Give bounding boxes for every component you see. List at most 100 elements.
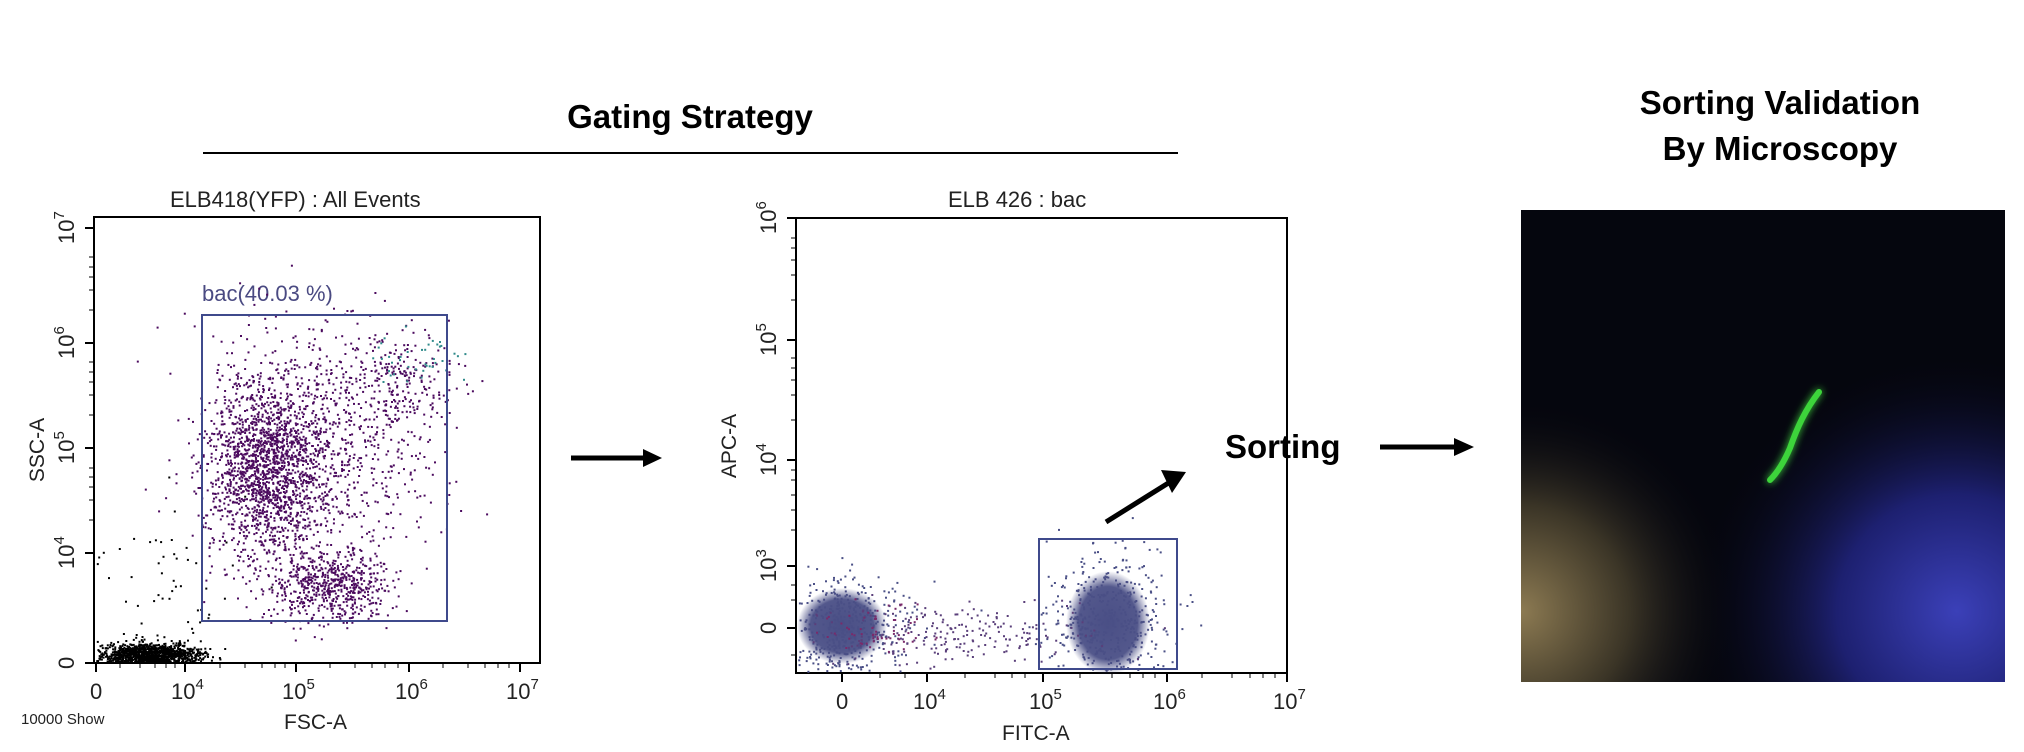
plot2-event-dot [876,620,879,623]
plot1-event-dot [363,491,366,494]
plot1-event-dot [315,479,318,482]
plot1-event-dot [314,436,317,439]
plot1-event-dot [272,455,275,458]
plot1-event-dot [347,441,350,444]
plot1-event-dot [251,463,254,466]
plot1-event-dot [345,565,348,568]
plot1-event-dot [336,573,339,576]
plot1-event-dot [298,596,301,599]
plot1-event-dot [428,386,431,389]
plot1-event-dot [261,543,264,546]
plot1-event-dot [278,582,281,585]
plot1-event-dot [218,432,221,435]
plot1-event-dot [345,452,348,455]
plot1-event-dot [229,459,232,462]
y-tick-label: 107 [51,211,79,244]
plot1-event-dot [367,590,369,593]
plot1-event-dot [259,442,262,445]
plot1-event-dot [230,366,232,369]
plot2-event-dot [832,639,835,642]
plot1-event-dot [267,434,270,437]
plot1-event-dot [296,579,299,582]
plot1-event-dot [312,463,315,465]
plot1-event-dot [313,636,316,639]
plot1-event-dot [272,538,275,541]
plot1-event-dot [267,440,270,443]
plot1-event-dot [296,565,299,568]
plot1-event-dot [323,397,326,400]
plot1-event-dot [267,489,270,492]
plot1-event-dot [185,660,188,663]
plot1-event-dot [307,502,310,505]
plot1-event-dot [191,660,194,663]
plot1-event-dot [254,470,257,473]
plot1-event-dot [146,643,148,646]
plot1-event-dot [397,441,400,444]
plot1-event-dot [395,605,398,608]
plot1-event-dot [383,563,386,566]
plot1-event-dot [225,573,228,576]
plot1-event-dot [230,410,233,413]
plot1-event-dot [341,523,344,526]
plot1-event-dot [292,568,295,571]
plot1-event-dot [394,365,397,368]
plot1-event-dot [349,434,352,436]
plot1-event-dot [155,651,157,653]
plot2-event-dot [869,602,872,605]
plot1-event-dot [348,598,351,601]
plot1-event-dot [280,516,283,519]
plot1-event-dot [293,436,296,439]
plot1-event-dot [312,533,315,536]
plot1-event-dot [235,475,237,478]
plot1-event-dot [281,340,283,343]
plot1-event-dot [332,568,335,571]
plot1-event-dot [252,511,255,514]
plot2-event-dot [833,614,836,617]
plot2-event-dot [842,620,845,623]
plot1-event-dot [285,489,288,492]
plot1-event-dot [404,325,407,328]
plot1-event-dot [264,497,267,500]
plot1-event-dot [268,551,271,554]
plot1-event-dot [187,417,190,420]
plot1-event-dot [238,400,241,403]
plot1-event-dot [281,594,284,597]
plot1-event-dot [166,651,168,654]
plot1-event-dot [381,471,384,473]
plot1-event-dot [364,440,367,443]
plot1-event-dot [296,563,299,566]
plot1-event-dot [254,496,257,499]
plot1-event-dot [315,430,318,433]
plot1-event-dot [168,660,171,663]
plot1-event-dot [166,655,169,658]
plot1-event-dot [241,445,244,448]
plot1-event-dot [247,443,250,446]
plot1-event-dot [220,482,223,485]
plot1-event-dot [211,485,214,488]
plot2-event-dot [874,635,876,638]
plot1-event-dot [261,616,264,619]
plot1-event-dot [170,654,173,657]
plot1-event-dot [273,543,276,546]
plot1-event-dot [388,417,391,420]
plot1-event-dot [244,419,247,422]
plot1-event-dot [403,360,405,363]
plot1-event-dot [133,652,136,655]
plot1-event-dot [254,446,257,449]
plot2-event-dot [818,630,821,633]
plot1-event-dot [270,498,273,501]
plot1-event-dot [270,439,273,442]
plot1-event-dot [155,658,158,661]
plot1-event-dot [185,651,188,654]
plot1-event-dot [130,576,133,579]
plot1-event-dot [224,574,227,577]
plot1-event-dot [330,566,333,569]
plot1-event-dot [228,408,231,411]
plot1-event-dot [216,462,219,465]
plot2-event-dot [863,615,866,617]
plot1-event-dot [243,525,246,528]
plot2-event-dot [852,578,854,581]
plot2-event-dot [843,641,846,643]
plot1-event-dot [301,583,304,586]
plot2-event-dot [828,644,831,646]
